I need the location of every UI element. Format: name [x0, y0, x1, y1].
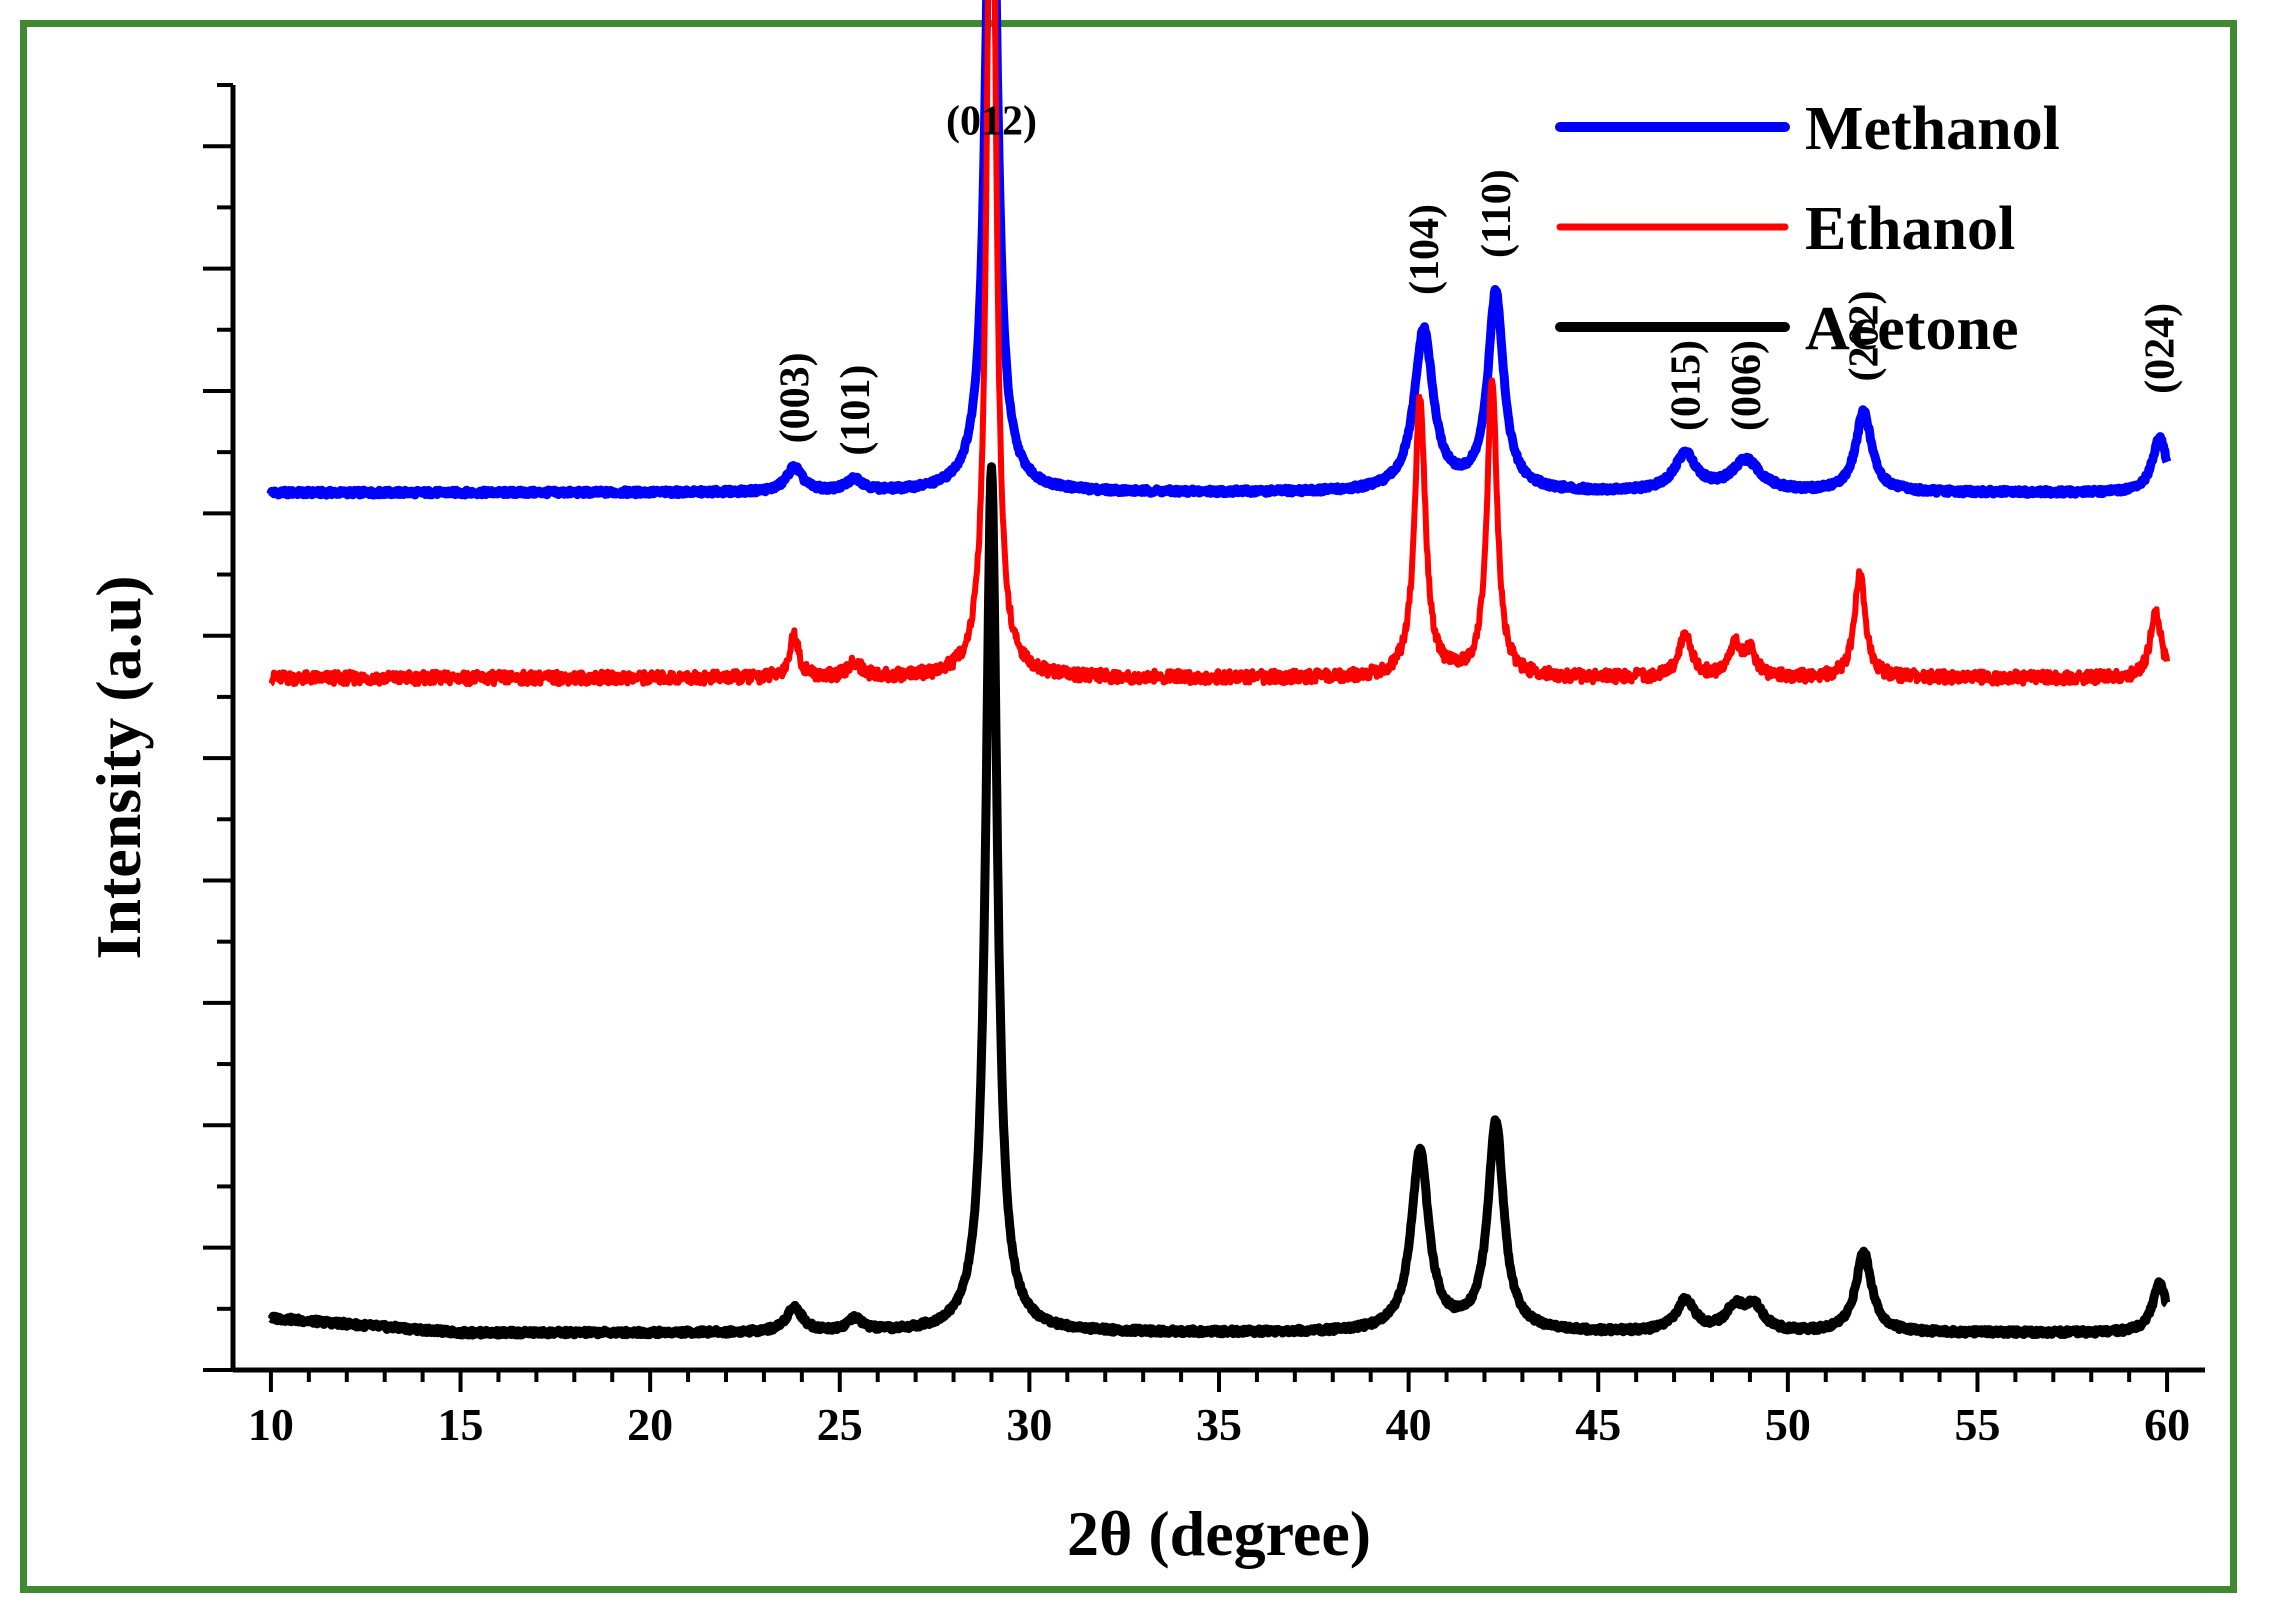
axes: 10 15 20 25 30 35 40 45 50 55 60 [203, 83, 2205, 1450]
x-tick-label: 40 [1386, 1399, 1432, 1450]
x-tick-label: 35 [1196, 1399, 1242, 1450]
peak-label: (012) [946, 98, 1037, 144]
series-layer [266, 0, 2172, 1340]
peak-label: (003) [772, 352, 818, 443]
peak-label: (104) [1402, 204, 1448, 295]
x-tick-label: 25 [817, 1399, 863, 1450]
series-line-acetone [267, 462, 2171, 1340]
legend-label-ethanol: Ethanol [1805, 195, 2015, 263]
x-tick-label: 50 [1765, 1399, 1811, 1450]
peak-label: (110) [1474, 169, 1520, 258]
peak-label: (024) [2137, 303, 2183, 394]
legend-label-methanol: Methanol [1805, 95, 2060, 163]
peak-annotations: (012) (003) (101) (104) (110) (015) (006) (202)… [772, 98, 2183, 455]
x-tick-label: 15 [438, 1399, 484, 1450]
legend-label-acetone: Acetone [1805, 295, 2018, 363]
x-tick-label: 30 [1006, 1399, 1052, 1450]
series-line-ethanol [268, 0, 2171, 688]
y-axis-title: Intensity (a.u) [83, 575, 154, 959]
peak-label: (006) [1724, 340, 1770, 431]
peak-label: (202) [1842, 291, 1888, 382]
legend: Methanol Ethanol Acetone [1555, 95, 2060, 363]
series-line-methanol [266, 0, 2172, 500]
x-tick-label: 55 [1954, 1399, 2000, 1450]
x-axis-title: 2θ (degree) [1067, 1498, 1371, 1569]
x-tick-label: 45 [1575, 1399, 1621, 1450]
peak-label: (015) [1663, 340, 1709, 431]
x-tick-label: 10 [248, 1399, 294, 1450]
x-tick-label: 60 [2144, 1399, 2190, 1450]
x-tick-label: 20 [627, 1399, 673, 1450]
peak-label: (101) [833, 365, 879, 456]
